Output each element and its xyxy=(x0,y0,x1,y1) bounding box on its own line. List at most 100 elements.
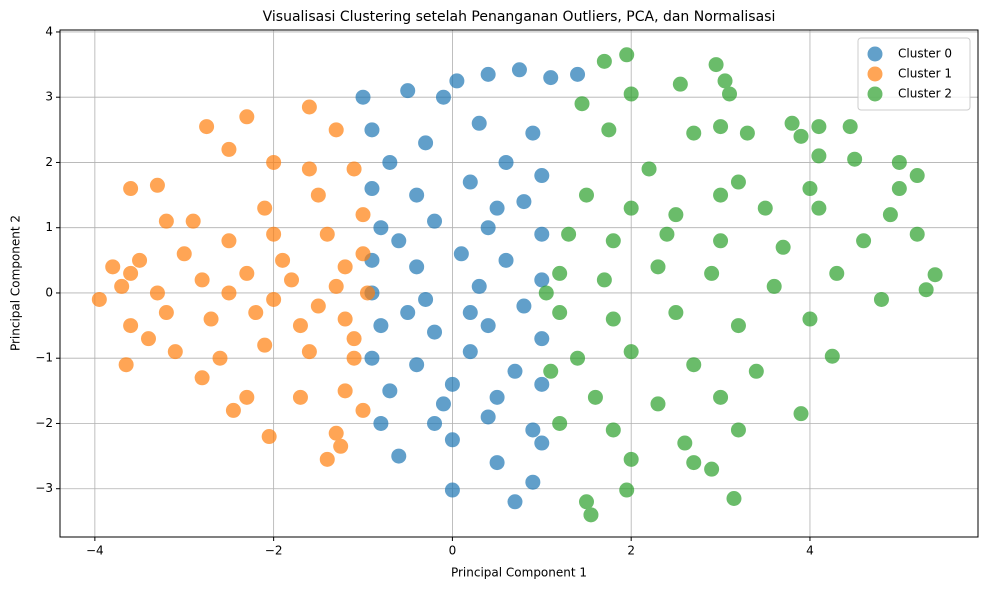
point xyxy=(328,122,344,138)
point xyxy=(176,246,192,262)
point xyxy=(444,432,460,448)
point xyxy=(212,350,228,366)
point xyxy=(480,66,496,82)
x-tick-label: −4 xyxy=(86,544,104,558)
point xyxy=(650,396,666,412)
point xyxy=(525,474,541,490)
point xyxy=(462,305,478,321)
point xyxy=(364,122,380,138)
point xyxy=(516,298,532,314)
point xyxy=(239,389,255,405)
point xyxy=(199,119,215,135)
point xyxy=(480,220,496,236)
point xyxy=(444,482,460,498)
point xyxy=(373,415,389,431)
point xyxy=(391,233,407,249)
point xyxy=(534,272,550,288)
point xyxy=(802,311,818,327)
point xyxy=(543,363,559,379)
point xyxy=(400,83,416,99)
y-tick-label: 4 xyxy=(45,24,53,38)
point xyxy=(511,62,527,78)
legend-marker xyxy=(867,86,883,102)
point xyxy=(784,115,800,131)
point xyxy=(811,200,827,216)
point xyxy=(605,233,621,249)
point xyxy=(132,252,148,268)
point xyxy=(301,99,317,115)
point xyxy=(427,324,443,340)
point xyxy=(619,47,635,63)
point xyxy=(623,200,639,216)
point xyxy=(552,305,568,321)
point xyxy=(221,233,237,249)
point xyxy=(659,226,675,242)
point xyxy=(409,259,425,275)
legend-label: Cluster 1 xyxy=(898,67,952,81)
point xyxy=(275,252,291,268)
x-tick-label: 4 xyxy=(806,544,814,558)
point xyxy=(409,187,425,203)
point xyxy=(185,213,201,229)
point xyxy=(587,389,603,405)
point xyxy=(623,86,639,102)
point xyxy=(538,285,554,301)
point xyxy=(355,402,371,418)
point xyxy=(717,73,733,89)
point xyxy=(641,161,657,177)
point xyxy=(534,435,550,451)
point xyxy=(668,207,684,223)
point xyxy=(355,246,371,262)
point xyxy=(704,461,720,477)
point xyxy=(842,119,858,135)
point xyxy=(578,187,594,203)
point xyxy=(552,415,568,431)
point xyxy=(748,363,764,379)
point xyxy=(158,213,174,229)
point xyxy=(427,415,443,431)
point xyxy=(328,425,344,441)
point xyxy=(713,233,729,249)
point xyxy=(462,174,478,190)
point xyxy=(257,337,273,353)
point xyxy=(471,115,487,131)
point xyxy=(480,409,496,425)
y-tick-label: 2 xyxy=(45,155,53,169)
point xyxy=(704,265,720,281)
point xyxy=(713,187,729,203)
point xyxy=(534,331,550,347)
point xyxy=(498,154,514,170)
point xyxy=(346,350,362,366)
point xyxy=(301,161,317,177)
point xyxy=(909,226,925,242)
point xyxy=(686,455,702,471)
point xyxy=(471,278,487,294)
point xyxy=(319,451,335,467)
point xyxy=(364,181,380,197)
x-tick-label: 2 xyxy=(627,544,635,558)
y-tick-label: 0 xyxy=(45,285,53,299)
point xyxy=(418,291,434,307)
point xyxy=(601,122,617,138)
point xyxy=(364,350,380,366)
y-tick-label: 1 xyxy=(45,220,53,234)
series xyxy=(355,62,586,510)
point xyxy=(507,363,523,379)
point xyxy=(623,451,639,467)
point xyxy=(435,396,451,412)
point xyxy=(346,161,362,177)
legend-label: Cluster 2 xyxy=(898,87,952,101)
point xyxy=(766,278,782,294)
point xyxy=(418,135,434,151)
point xyxy=(337,259,353,275)
point xyxy=(435,89,451,105)
point xyxy=(140,331,156,347)
point xyxy=(158,305,174,321)
point xyxy=(726,491,742,507)
point xyxy=(713,389,729,405)
point xyxy=(266,154,282,170)
point xyxy=(730,318,746,334)
point xyxy=(301,344,317,360)
point xyxy=(722,86,738,102)
point xyxy=(261,429,277,445)
